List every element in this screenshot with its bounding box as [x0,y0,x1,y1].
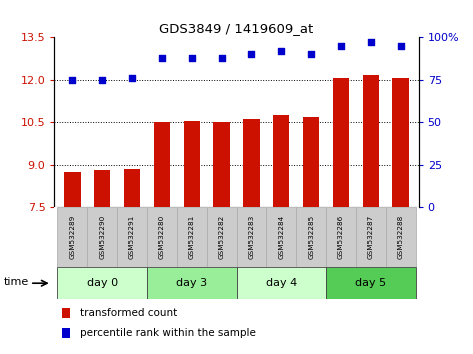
Text: GSM532288: GSM532288 [398,215,403,259]
Bar [124,169,140,207]
Point [69,77,76,82]
Bar [303,117,319,207]
Bar [147,207,177,267]
Bar [213,121,230,207]
Bar [326,267,416,299]
Bar [236,207,266,267]
Bar [386,207,416,267]
Bar [177,207,207,267]
Title: GDS3849 / 1419609_at: GDS3849 / 1419609_at [159,22,314,35]
Text: GSM532280: GSM532280 [159,215,165,259]
Bar [236,267,326,299]
Bar [393,78,409,207]
Bar [147,267,236,299]
Bar [61,308,70,318]
Point [158,55,166,61]
Bar [333,78,349,207]
Bar [61,328,70,337]
Text: GSM532283: GSM532283 [248,215,254,259]
Bar [87,207,117,267]
Bar [296,207,326,267]
Bar [326,207,356,267]
Text: GSM532284: GSM532284 [278,215,284,259]
Text: percentile rank within the sample: percentile rank within the sample [80,328,256,338]
Bar [57,207,87,267]
Text: day 3: day 3 [176,278,207,288]
Bar [64,172,80,207]
Text: time: time [4,276,29,287]
Text: GSM532287: GSM532287 [368,215,374,259]
Bar [154,122,170,207]
Point [337,43,345,48]
Point [218,55,225,61]
Text: day 5: day 5 [355,278,386,288]
Text: GSM532285: GSM532285 [308,215,314,259]
Point [397,43,404,48]
Point [367,39,375,45]
Bar [207,207,236,267]
Text: GSM532282: GSM532282 [219,215,225,259]
Bar [94,170,110,207]
Text: day 4: day 4 [266,278,297,288]
Bar [57,267,147,299]
Point [307,51,315,57]
Bar [356,207,386,267]
Point [278,48,285,53]
Point [98,77,106,82]
Bar [117,207,147,267]
Bar [266,207,296,267]
Bar [184,121,200,207]
Bar [363,75,379,207]
Text: GSM532291: GSM532291 [129,215,135,259]
Point [188,55,195,61]
Point [128,75,136,81]
Point [248,51,255,57]
Text: GSM532290: GSM532290 [99,215,105,259]
Text: GSM532286: GSM532286 [338,215,344,259]
Text: GSM532289: GSM532289 [70,215,75,259]
Text: GSM532281: GSM532281 [189,215,195,259]
Text: day 0: day 0 [87,278,118,288]
Bar [273,115,289,207]
Text: transformed count: transformed count [80,308,177,318]
Bar [243,119,260,207]
